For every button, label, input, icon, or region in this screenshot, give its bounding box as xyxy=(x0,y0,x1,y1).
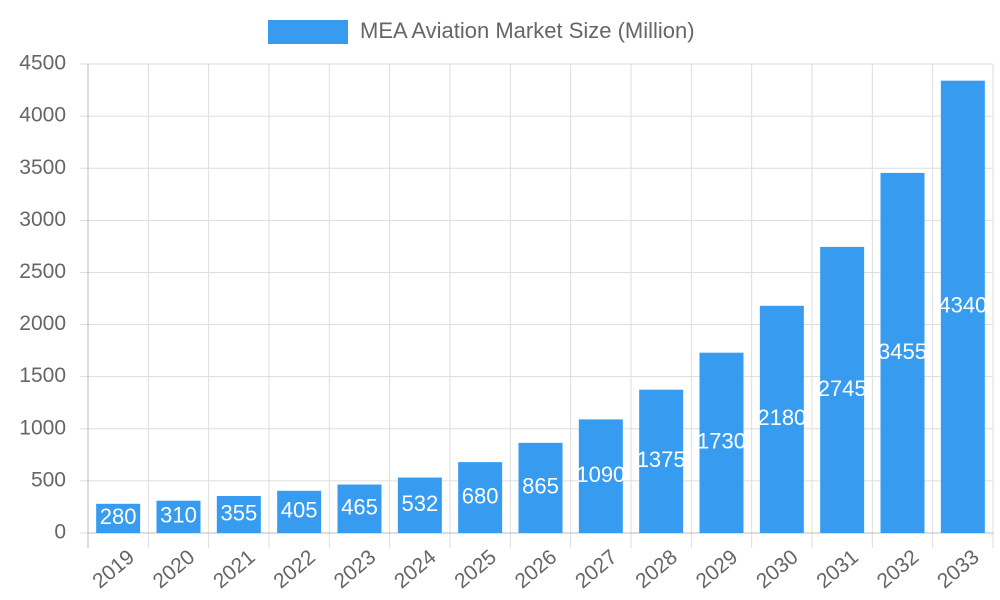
bar xyxy=(759,305,804,533)
bar xyxy=(820,246,865,533)
bar xyxy=(699,352,744,533)
bar xyxy=(397,477,442,533)
data-label: 355 xyxy=(220,500,257,525)
bar xyxy=(458,462,503,533)
legend-label: MEA Aviation Market Size (Million) xyxy=(360,18,695,43)
x-tick-label: 2033 xyxy=(933,545,984,593)
data-label: 405 xyxy=(281,498,318,523)
data-label: 1090 xyxy=(576,462,625,487)
bar xyxy=(277,490,322,533)
x-tick-label: 2021 xyxy=(209,545,260,593)
x-tick-label: 2022 xyxy=(269,545,320,593)
x-tick-label: 2030 xyxy=(752,545,803,593)
x-tick-label: 2032 xyxy=(873,545,924,593)
y-tick-label: 3000 xyxy=(19,208,66,231)
x-tick-label: 2019 xyxy=(88,545,139,593)
x-tick-label: 2026 xyxy=(511,545,562,593)
y-tick-label: 0 xyxy=(54,521,66,544)
data-label: 2180 xyxy=(757,405,806,430)
y-tick-label: 3500 xyxy=(19,156,66,179)
x-tick-label: 2020 xyxy=(149,545,200,593)
data-label: 4340 xyxy=(938,293,987,318)
data-label: 280 xyxy=(100,504,137,529)
y-tick-label: 1000 xyxy=(19,416,66,439)
y-tick-label: 1500 xyxy=(19,364,66,387)
bar xyxy=(216,496,261,533)
y-tick-label: 2000 xyxy=(19,312,66,335)
bar xyxy=(518,442,563,533)
y-tick-label: 500 xyxy=(31,468,66,491)
x-tick-label: 2029 xyxy=(692,545,743,593)
x-tick-label: 2031 xyxy=(812,545,863,593)
bar xyxy=(156,500,201,533)
x-tick-label: 2023 xyxy=(330,545,381,593)
bar xyxy=(940,80,985,534)
data-label: 310 xyxy=(160,503,197,528)
legend-swatch xyxy=(268,20,348,44)
y-tick-label: 4500 xyxy=(19,52,66,75)
bar xyxy=(880,172,925,533)
data-label: 465 xyxy=(341,495,378,520)
bar xyxy=(578,419,623,533)
x-tick-label: 2027 xyxy=(571,545,622,593)
data-label: 865 xyxy=(522,474,559,499)
x-tick-label: 2025 xyxy=(450,545,501,593)
data-label: 1375 xyxy=(637,447,686,472)
bar xyxy=(639,389,684,533)
data-label: 532 xyxy=(401,491,438,516)
data-label: 1730 xyxy=(697,429,746,454)
bar xyxy=(96,503,141,533)
y-tick-label: 4000 xyxy=(19,104,66,127)
x-tick-label: 2028 xyxy=(631,545,682,593)
data-label: 3455 xyxy=(878,339,927,364)
y-tick-label: 2500 xyxy=(19,260,66,283)
bar xyxy=(337,484,382,533)
x-tick-label: 2024 xyxy=(390,545,441,593)
data-label: 680 xyxy=(462,483,499,508)
data-label: 2745 xyxy=(818,376,867,401)
